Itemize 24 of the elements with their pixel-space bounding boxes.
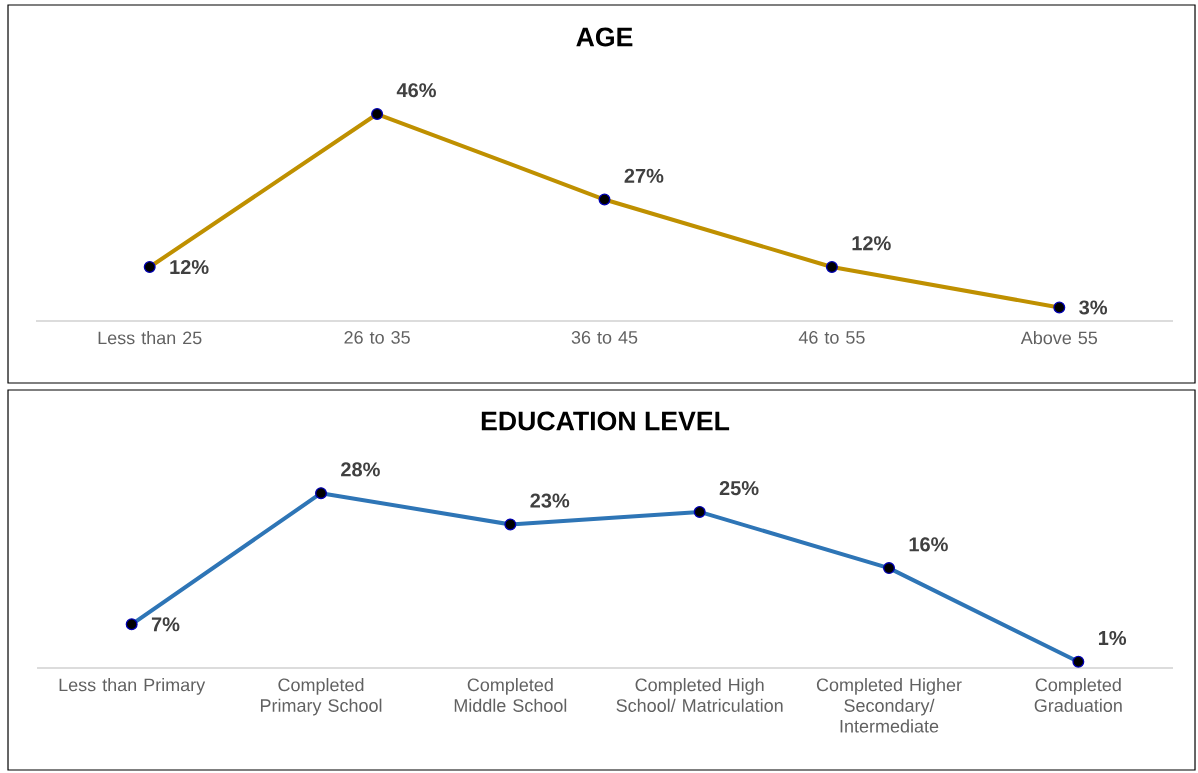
data-label: 1% [1098,630,1127,646]
x-tick-label: Completed Primary School [260,678,382,716]
chart-title: EDUCATION LEVEL [481,411,730,431]
data-label: 25% [719,481,759,496]
chart-title: AGE [576,27,633,47]
data-label: 3% [1079,300,1108,315]
x-tick-label: Completed High School/ Matriculation [616,678,783,712]
x-tick-label: Completed Graduation [1034,678,1122,712]
x-tick-label: 26 to 35 [344,331,410,344]
x-tick-label: Less than Primary [59,678,206,695]
data-label: 7% [151,617,180,632]
data-label: 28% [341,462,380,477]
data-label: 46% [396,83,436,98]
x-tick-label: Completed Higher Secondary/ Intermediate [816,678,962,733]
data-label: 27% [624,168,664,183]
x-tick-label: 46 to 55 [798,331,865,344]
data-label: 12% [170,259,209,275]
x-tick-label: 36 to 45 [571,331,638,344]
data-label: 23% [530,493,570,508]
data-label: 12% [852,236,891,251]
x-tick-label: Above 55 [1020,331,1098,345]
data-label: 16% [909,537,948,552]
x-tick-label: Completed Middle School [454,678,567,712]
x-tick-label: Less than 25 [98,331,202,345]
